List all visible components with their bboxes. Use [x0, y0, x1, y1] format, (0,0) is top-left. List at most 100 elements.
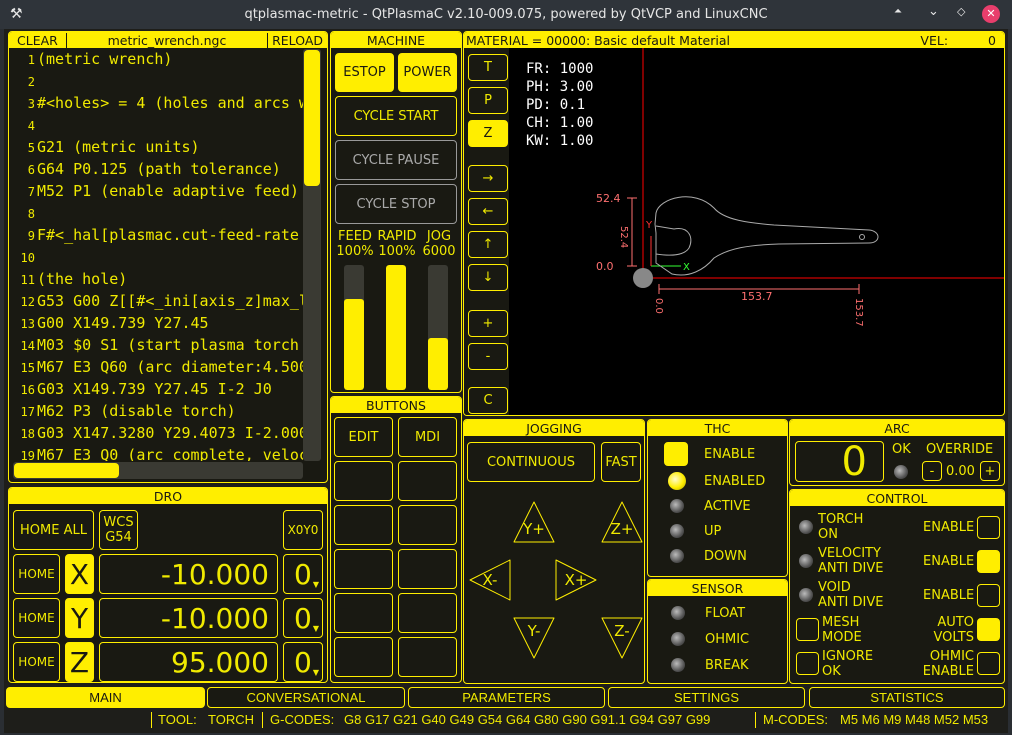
ignore-ok-checkbox[interactable]: [796, 652, 819, 675]
vertical-scrollbar[interactable]: [303, 49, 321, 461]
power-button[interactable]: POWER: [398, 53, 457, 92]
torch-enable-checkbox[interactable]: [977, 516, 1000, 539]
user-button-empty[interactable]: [334, 461, 393, 501]
preview-button-5[interactable]: ↑: [468, 231, 508, 258]
user-button-empty[interactable]: [398, 505, 457, 545]
edit-button[interactable]: EDIT: [334, 417, 393, 457]
preview-button-7[interactable]: +: [468, 310, 508, 337]
cycle-pause-button[interactable]: CYCLE PAUSE: [335, 140, 457, 180]
shade-icon[interactable]: ⏶: [894, 6, 902, 17]
user-button-empty[interactable]: [334, 593, 393, 633]
reload-button[interactable]: RELOAD: [267, 32, 327, 48]
horizontal-scrollbar[interactable]: [13, 462, 303, 479]
maximize-icon[interactable]: ◇: [957, 5, 966, 18]
home-x-button[interactable]: HOME: [13, 554, 60, 594]
offset-value: 0: [294, 645, 312, 679]
jog-yminus-button[interactable]: Y-: [512, 616, 556, 660]
window-title: qtplasmac-metric - QtPlasmaC v2.10-009.0…: [244, 7, 768, 22]
estop-button[interactable]: ESTOP: [335, 53, 394, 92]
tab-conversational[interactable]: CONVERSATIONAL: [207, 687, 405, 708]
jog-yplus-button[interactable]: Y+: [512, 500, 556, 544]
cycle-start-button[interactable]: CYCLE START: [335, 96, 457, 136]
user-button-empty[interactable]: [398, 637, 457, 677]
minimize-icon[interactable]: ⌄: [928, 4, 939, 19]
close-icon[interactable]: ✕: [982, 5, 1000, 23]
offset-z-button[interactable]: 0 ▼: [283, 642, 323, 682]
line-number: 10: [20, 251, 35, 265]
line-text: M67 E3 Q0 (arc complete, veloc: [37, 446, 303, 461]
home-all-button[interactable]: HOME ALL: [13, 510, 94, 550]
arc-ok-led: [894, 465, 908, 479]
override-minus-button[interactable]: -: [922, 461, 942, 481]
line-number: 5: [27, 141, 35, 155]
machine-title: MACHINE: [331, 32, 461, 48]
rapid-slider[interactable]: [386, 265, 406, 390]
horizontal-scroll-thumb[interactable]: [14, 463, 119, 478]
continuous-button[interactable]: CONTINUOUS: [467, 442, 595, 482]
clear-button[interactable]: CLEAR: [9, 32, 67, 48]
offset-value: 0: [294, 557, 312, 591]
code-line: 16 G03 X149.739 Y27.45 I-2 J0: [9, 380, 272, 398]
user-button-empty[interactable]: [334, 505, 393, 545]
override-plus-button[interactable]: +: [980, 461, 1000, 481]
info-line: PD: 0.1: [526, 97, 586, 113]
preview-button-1[interactable]: P: [468, 87, 508, 114]
user-button-empty[interactable]: [334, 549, 393, 589]
tab-parameters[interactable]: PARAMETERS: [408, 687, 605, 708]
auto-volts-checkbox[interactable]: [977, 618, 1000, 641]
jog-xplus-button[interactable]: X+: [554, 558, 598, 602]
torch-position-marker: [633, 268, 653, 288]
ohmic-enable-checkbox[interactable]: [977, 652, 1000, 675]
preview-button-3[interactable]: →: [468, 165, 508, 192]
jog-zminus-button[interactable]: Z-: [600, 616, 644, 660]
line-text: (metric wrench): [37, 50, 173, 68]
thc-panel: THC ENABLE ENABLED ACTIVE UP DOWN: [647, 419, 788, 577]
user-button-empty[interactable]: [398, 461, 457, 501]
preview-button-4[interactable]: ←: [468, 198, 508, 225]
vertical-scroll-thumb[interactable]: [304, 50, 320, 186]
line-text: #<holes> = 4 (holes and arcs w: [37, 94, 303, 112]
mdi-button[interactable]: MDI: [398, 417, 457, 457]
line-number: 8: [27, 207, 35, 221]
dro-value-y: -10.000: [99, 598, 278, 638]
wrench-hole: [859, 234, 865, 240]
toolpath-canvas[interactable]: 52.4 0.0 52.4 153.7 0.0 153.7 X Y: [509, 48, 1005, 416]
preview-button-0[interactable]: T: [468, 54, 508, 81]
gcodes-value: G8 G17 G21 G40 G49 G54 G64 G80 G90 G91.1…: [344, 712, 711, 727]
preview-button-2[interactable]: Z: [468, 120, 508, 147]
app-icon: ⚒: [10, 6, 23, 22]
user-button-empty[interactable]: [398, 593, 457, 633]
rapid-label: RAPID: [377, 229, 417, 244]
tab-settings[interactable]: SETTINGS: [608, 687, 805, 708]
home-z-button[interactable]: HOME: [13, 642, 60, 682]
x0y0-button[interactable]: X0Y0: [283, 510, 323, 550]
void-anti-dive-led: [799, 588, 813, 602]
preview-button-6[interactable]: ↓: [468, 264, 508, 291]
mesh-mode-checkbox[interactable]: [796, 618, 819, 641]
tab-statistics[interactable]: STATISTICS: [809, 687, 1005, 708]
tab-main[interactable]: MAIN: [6, 687, 205, 708]
thc-enable-checkbox[interactable]: [664, 442, 688, 466]
code-line: 15 M67 E3 Q60 (arc diameter:4.500: [9, 358, 303, 376]
user-button-empty[interactable]: [398, 549, 457, 589]
x-axis-label: X: [683, 262, 690, 273]
preview-button-9[interactable]: C: [468, 387, 508, 414]
gcode-editor[interactable]: 1 (metric wrench) 2 3 #<holes> = 4 (holes an…: [9, 49, 303, 461]
home-y-button[interactable]: HOME: [13, 598, 60, 638]
offset-y-button[interactable]: 0 ▼: [283, 598, 323, 638]
control-panel: CONTROL TORCH ON ENABLE VELOCITY ANTI DI…: [789, 489, 1005, 684]
jog-zplus-button[interactable]: Z+: [600, 500, 644, 544]
velocity-enable-checkbox[interactable]: [977, 550, 1000, 573]
cycle-stop-button[interactable]: CYCLE STOP: [335, 184, 457, 224]
user-button-empty[interactable]: [334, 637, 393, 677]
offset-x-button[interactable]: 0 ▼: [283, 554, 323, 594]
void-enable-checkbox[interactable]: [977, 584, 1000, 607]
thc-up-label: UP: [704, 524, 722, 539]
jog-slider[interactable]: [428, 265, 448, 390]
fast-button[interactable]: FAST: [601, 442, 641, 482]
wcs-button[interactable]: WCS G54: [99, 510, 138, 550]
feed-slider[interactable]: [344, 265, 364, 390]
jog-xminus-button[interactable]: X-: [468, 558, 512, 602]
preview-button-8[interactable]: -: [468, 343, 508, 370]
override-value: 0.00: [946, 464, 975, 479]
